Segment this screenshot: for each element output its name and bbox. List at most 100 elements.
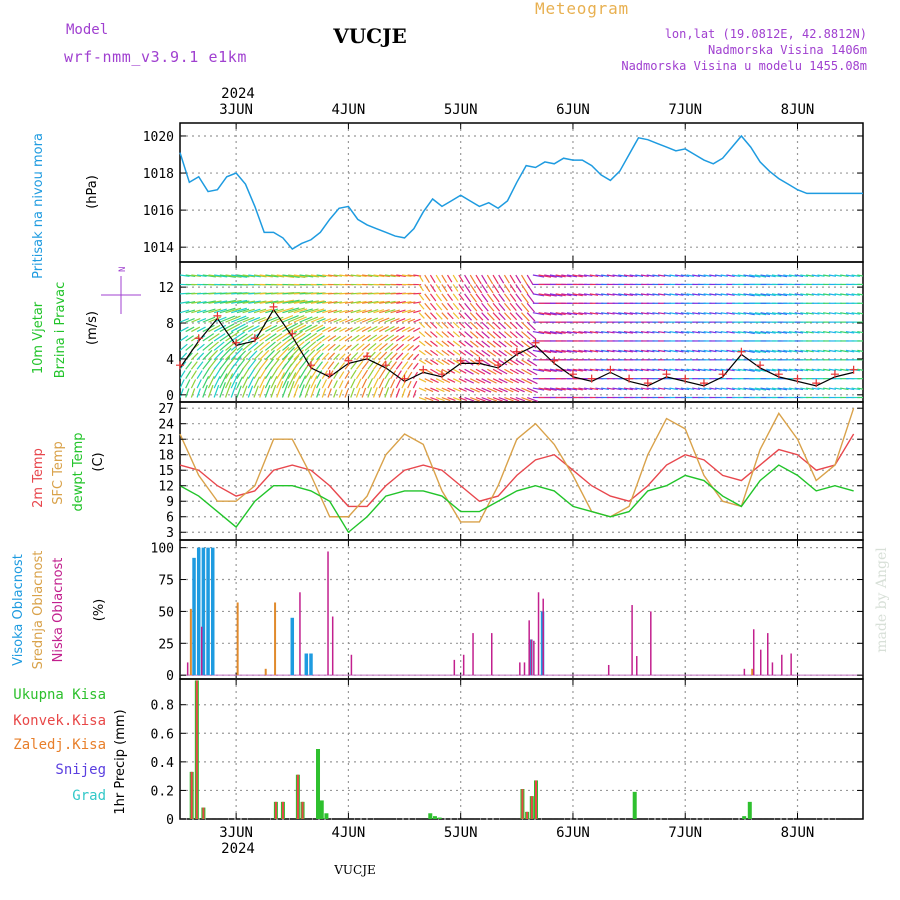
wind-barb [401,317,412,323]
wind-barb [515,340,524,348]
wind-barb [259,349,270,361]
wind-barb [492,396,503,402]
wind-barb [669,293,678,296]
wind-barb [435,274,442,284]
wind-barb [412,380,418,389]
wind-barb [578,312,587,315]
wind-barb [469,368,480,375]
wind-barb [834,312,842,315]
wind-barb [817,349,825,353]
wind-barb [316,388,321,398]
wind-barb [373,360,381,370]
wind-barb [247,385,254,398]
wind-gust-marker [550,356,559,365]
wind-barb [834,274,842,277]
wind-barb [264,384,271,398]
wind-barb [703,368,712,372]
wind-barb [521,302,530,313]
wind-barb [293,332,306,342]
wind-barb [412,353,420,361]
wind-barb [282,322,299,333]
cloud-unit: (%) [92,599,107,622]
wind-barb [561,312,572,316]
wind-ylabel2: Brzina i Pravac [53,282,68,379]
wind-barb [635,274,644,277]
wind-barb [418,284,424,292]
low-cloud-bar [186,662,189,676]
wind-barb [270,316,284,323]
wind-barb [202,300,216,304]
wind-barb [469,312,478,321]
wind-barb [475,396,486,402]
wind-barb [458,274,464,283]
wind-barb [282,274,300,279]
wind-barb [333,274,343,277]
wind-barb [487,378,497,384]
wind-barb [373,342,383,351]
wind-barb [231,315,247,323]
wind-barb [276,338,291,351]
elevation-label: Nadmorska Visina 1406m [708,43,867,57]
wind-barb [344,380,350,389]
wind-barb [692,368,701,372]
wind-barb [213,349,224,361]
wind-barb [180,370,186,379]
wind-barb [851,293,860,296]
wind-barb [180,301,190,304]
wind-barb [310,357,320,370]
top-day-label: 7JUN [668,102,702,118]
wind-barb [299,341,311,351]
wind-barb [367,369,375,379]
wind-barb [396,326,406,333]
wind-barb [270,324,284,333]
wind-barb [800,368,809,372]
wind-barb [504,340,513,348]
wind-barb [766,330,776,334]
wind-barb [190,379,197,389]
wind-barb [526,321,536,331]
wind-barb [350,334,360,342]
wind-barb [447,359,455,365]
wind-barb [247,341,259,351]
wind-barb [777,368,788,372]
wind-barb [663,368,671,372]
wind-barb [338,353,346,361]
wind-barb [180,343,188,351]
wind-barb [253,358,263,370]
y-tick-label: 6 [166,511,174,526]
wind-gust-marker [625,374,634,383]
wind-barb [424,274,430,284]
wind-barb [464,302,472,312]
wind-barb [248,325,260,333]
wind-barb [800,349,809,353]
wind-barb [413,292,422,295]
wind-barb [589,387,599,391]
wind-gust-marker [793,374,802,383]
wind-barb [435,321,444,329]
wind-barb [441,387,451,393]
wind-barb [236,367,245,379]
wind-barb [601,312,609,315]
wind-barb [697,330,706,334]
wind-barb [521,293,529,304]
wind-barb [749,312,761,316]
wind-barb [652,274,660,277]
low-cloud-ylabel: Niska Oblacnost [51,558,66,663]
top-day-label: 8JUN [781,102,815,118]
wind-barb [652,293,660,296]
y-tick-label: 0.6 [151,727,174,742]
low-cloud-bar [650,611,652,676]
wind-barb [407,344,415,351]
wind-barb [680,387,690,391]
wind-barb [304,349,316,361]
wind-barb [555,293,566,297]
wind-barb [851,349,860,353]
wind-barb [526,312,536,322]
wind-barb [373,309,385,314]
wind-barb [367,387,373,398]
wind-barb [208,316,221,323]
wind-barb [458,302,465,311]
wind-barb [339,274,348,277]
wind-barb [526,368,538,376]
wind-barb [640,330,649,334]
